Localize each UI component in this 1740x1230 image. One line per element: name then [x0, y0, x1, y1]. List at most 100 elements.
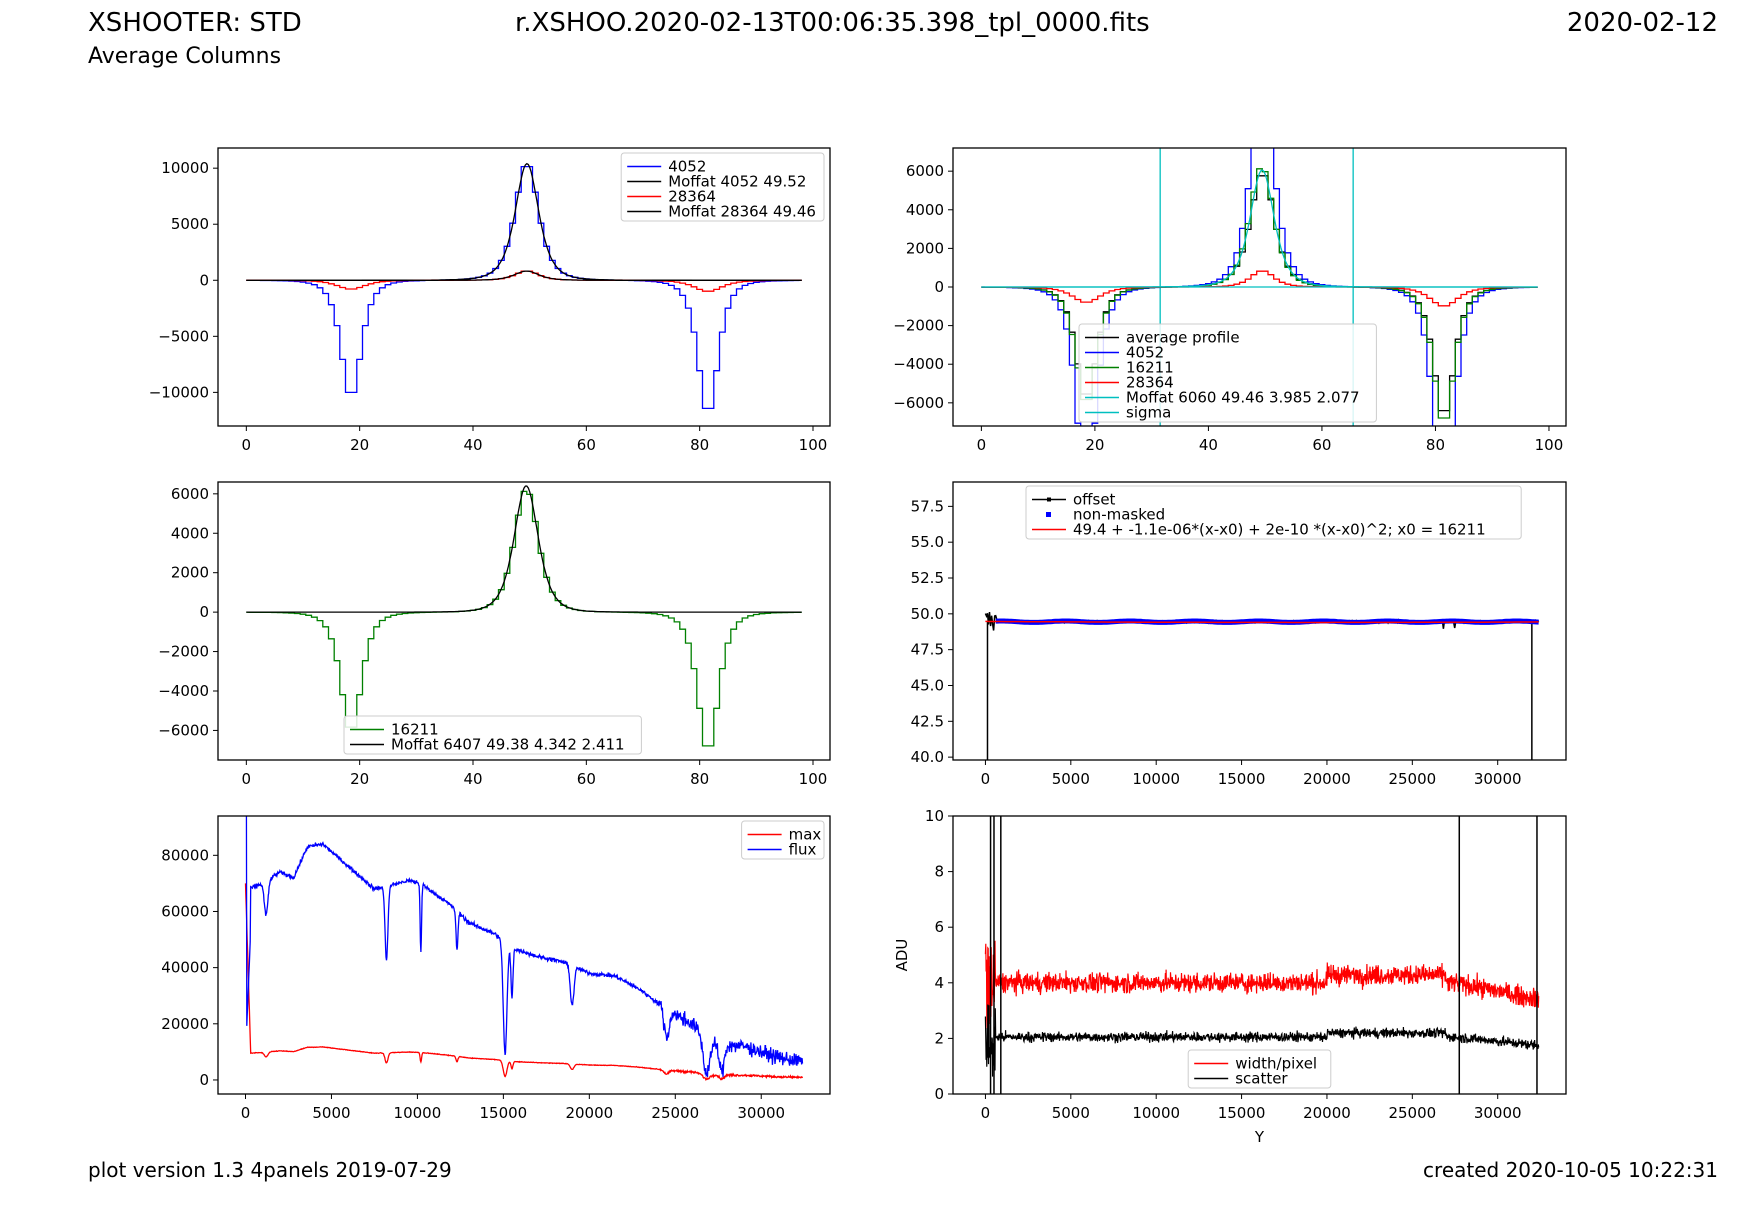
x-tick-label: 20000	[1303, 770, 1351, 788]
axes-frame	[952, 815, 1567, 1095]
instrument-title: XSHOOTER: STD	[88, 8, 302, 38]
x-tick-label: 60	[577, 770, 596, 788]
y-tick-label: −4000	[158, 682, 209, 700]
y-tick-label: 4000	[906, 201, 944, 219]
y-tick-label: −4000	[893, 355, 944, 373]
y-tick-label: 4000	[171, 524, 209, 542]
x-tick-label: 0	[242, 770, 252, 788]
axes-frame	[952, 481, 1567, 761]
x-tick-label: 15000	[1218, 1104, 1266, 1122]
y-tick-label: 6000	[171, 485, 209, 503]
y-tick-label: 60000	[161, 902, 209, 920]
x-tick-label: 100	[799, 770, 828, 788]
x-tick-label: 60	[577, 436, 596, 454]
x-tick-label: 0	[977, 436, 987, 454]
x-tick-label: 40	[463, 770, 482, 788]
y-tick-label: 40000	[161, 959, 209, 977]
y-tick-label: 2	[934, 1029, 944, 1047]
legend-label: average profile	[1126, 329, 1240, 347]
plot-area	[984, 611, 1540, 760]
legend-label: non-masked	[1073, 506, 1165, 524]
x-tick-label: 100	[1535, 436, 1564, 454]
legend-label: 49.4 + -1.1e-06*(x-x0) + 2e-10 *(x-x0)^2…	[1073, 521, 1486, 539]
series-max	[244, 883, 804, 1082]
y-tick-label: 42.5	[911, 712, 944, 730]
y-tick-label: 50.0	[911, 605, 944, 623]
y-tick-label: 2000	[906, 239, 944, 257]
night-date: 2020-02-12	[1566, 8, 1718, 38]
legend-label: sigma	[1126, 404, 1171, 422]
plot-area	[246, 162, 802, 410]
legend-marker	[1047, 497, 1051, 502]
y-tick-label: 5000	[171, 215, 209, 233]
y-tick-label: 40.0	[911, 748, 944, 766]
x-tick-label: 80	[690, 770, 709, 788]
plot-area	[984, 816, 1540, 1094]
y-tick-label: −10000	[149, 383, 209, 401]
y-tick-label: 55.0	[911, 533, 944, 551]
axes-frame	[217, 147, 831, 427]
legend-label: 4052	[668, 158, 706, 176]
x-tick-label: 0	[981, 1104, 991, 1122]
y-tick-label: 20000	[161, 1015, 209, 1033]
y-tick-label: 45.0	[911, 676, 944, 694]
chart-panel-top-right: 0 20 40 60 80 100 −6000 −4000 −2000 0 2000 4000 6000…	[893, 147, 1567, 454]
created-timestamp-footer: created 2020-10-05 10:22:31	[1423, 1158, 1718, 1182]
x-tick-label: 20	[350, 770, 369, 788]
plot-version-footer: plot version 1.3 4panels 2019-07-29	[88, 1158, 452, 1182]
x-tick-label: 30000	[1474, 770, 1522, 788]
chart-panel-middle-right: 0 5000 10000 15000 20000 25000 30000 40.0 42.5 45…	[911, 481, 1567, 788]
y-tick-label: 57.5	[911, 497, 944, 515]
series-scatter	[984, 1004, 1540, 1077]
x-tick-label: 0	[242, 436, 252, 454]
x-tick-label: 10000	[394, 1104, 442, 1122]
y-tick-label: −6000	[893, 394, 944, 412]
series-moffat-6060-49-46-3-985-2-077	[981, 169, 1538, 288]
series-28364	[246, 270, 802, 292]
series-flux	[245, 816, 804, 1078]
legend-box	[1078, 323, 1377, 423]
y-tick-label: −2000	[158, 643, 209, 661]
axes-frame	[217, 481, 831, 761]
x-tick-label: 30000	[1474, 1104, 1522, 1122]
x-tick-label: 25000	[1388, 770, 1436, 788]
x-tick-label: 80	[690, 436, 709, 454]
x-tick-label: 20	[1085, 436, 1104, 454]
legend-label: scatter	[1235, 1070, 1288, 1088]
plot-subtitle: Average Columns	[88, 44, 282, 69]
legend-label: 16211	[391, 721, 439, 739]
x-tick-label: 30000	[737, 1104, 785, 1122]
y-tick-label: 6000	[906, 162, 944, 180]
y-tick-label: 0	[199, 271, 209, 289]
legend-box	[343, 715, 642, 755]
y-tick-label: 4	[934, 974, 944, 992]
series-width-pixel	[984, 940, 1540, 1029]
y-tick-label: −6000	[158, 721, 209, 739]
legend-label: Moffat 4052 49.52	[668, 173, 806, 191]
legend-marker	[1046, 512, 1051, 517]
y-tick-label: 0	[934, 1085, 944, 1103]
series-moffat-28364-49-46	[246, 270, 802, 281]
x-tick-label: 5000	[1052, 1104, 1090, 1122]
y-tick-label: 0	[199, 1071, 209, 1089]
legend-box	[1025, 485, 1522, 540]
x-tick-label: 25000	[651, 1104, 699, 1122]
y-tick-label: 6	[934, 918, 944, 936]
legend-label: offset	[1073, 491, 1116, 509]
y-tick-label: 47.5	[911, 641, 944, 659]
x-tick-label: 40	[463, 436, 482, 454]
x-tick-label: 5000	[1052, 770, 1090, 788]
plot-area	[981, 148, 1538, 426]
x-axis-label: Y	[1254, 1128, 1265, 1146]
y-tick-label: 10	[925, 807, 944, 825]
x-tick-label: 15000	[480, 1104, 528, 1122]
y-tick-label: −2000	[893, 317, 944, 335]
y-tick-label: 52.5	[911, 569, 944, 587]
legend-label: 4052	[1126, 344, 1164, 362]
